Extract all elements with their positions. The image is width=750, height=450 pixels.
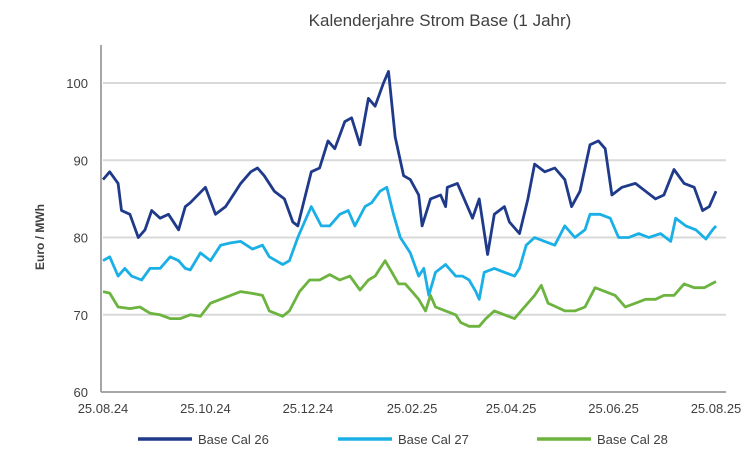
series-line-base-cal-28 bbox=[102, 259, 717, 328]
y-tick-label: 70 bbox=[74, 308, 88, 323]
x-tick-label: 25.08.25 bbox=[691, 401, 742, 416]
legend-label: Base Cal 28 bbox=[597, 432, 668, 447]
x-tick-label: 25.12.24 bbox=[283, 401, 334, 416]
chart-title: Kalenderjahre Strom Base (1 Jahr) bbox=[309, 11, 572, 30]
series-line-base-cal-26 bbox=[101, 70, 718, 256]
y-tick-label: 60 bbox=[74, 385, 88, 400]
x-tick-label: 25.04.25 bbox=[486, 401, 537, 416]
y-tick-label: 100 bbox=[66, 76, 88, 91]
series-line-base-cal-27 bbox=[102, 185, 718, 301]
legend-label: Base Cal 27 bbox=[398, 432, 469, 447]
y-axis-label: Euro / MWh bbox=[33, 204, 47, 270]
x-tick-label: 25.08.24 bbox=[78, 401, 129, 416]
x-tick-label: 25.06.25 bbox=[588, 401, 639, 416]
y-tick-label: 90 bbox=[74, 153, 88, 168]
x-tick-label: 25.02.25 bbox=[387, 401, 438, 416]
x-tick-label: 25.10.24 bbox=[180, 401, 231, 416]
y-tick-label: 80 bbox=[74, 231, 88, 246]
legend-label: Base Cal 26 bbox=[198, 432, 269, 447]
